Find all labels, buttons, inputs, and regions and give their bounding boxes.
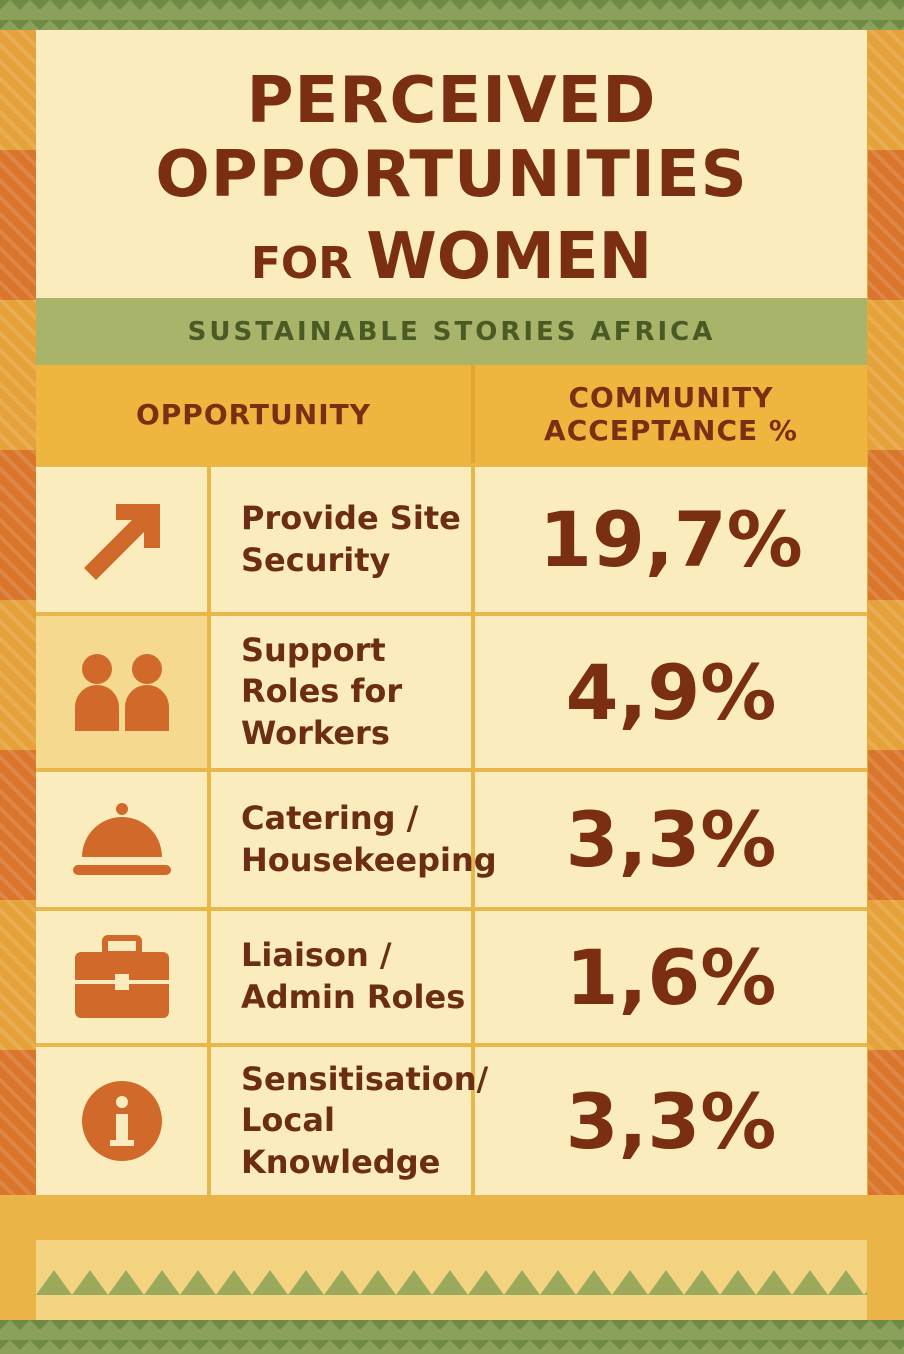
table-row: Catering / Housekeeping 3,3% (36, 768, 867, 907)
table-row: Provide Site Security 19,7% (36, 463, 867, 612)
left-border (0, 0, 36, 1354)
bottom-zigzag (0, 1320, 904, 1354)
top-border (0, 0, 904, 30)
subtitle: SUSTAINABLE STORIES AFRICA (36, 298, 867, 365)
row-icon (36, 772, 211, 907)
opportunity: Catering / Housekeeping (211, 772, 497, 907)
acceptance-value: 19,7% (539, 495, 803, 584)
title-suffix: FOR (250, 238, 353, 289)
triangle-band (36, 1240, 867, 1320)
acceptance-value: 4,9% (565, 647, 777, 737)
opportunity: Liaison / Admin Roles (211, 911, 475, 1043)
right-border (868, 0, 904, 1354)
opportunity: Support Roles for Workers (211, 616, 475, 768)
row-icon (36, 467, 211, 612)
table-header: OPPORTUNITY COMMUNITY ACCEPTANCE % (36, 365, 867, 463)
row-icon (36, 1047, 211, 1195)
header-cell: COMMUNITY ACCEPTANCE % (544, 381, 798, 447)
acceptance-value: 1,6% (565, 932, 777, 1022)
acceptance-value: 3,3% (565, 795, 777, 884)
title-area: PERCEIVED OPPORTUNITIES FOR WOMEN (36, 30, 867, 298)
opportunity: Sensitisation/ Local Knowledge (211, 1047, 488, 1195)
table-row: Support Roles for Workers 4,9% (36, 612, 867, 768)
opportunity: Provide Site Security (211, 467, 475, 612)
acceptance-value: 3,3% (565, 1076, 777, 1166)
row-icon (36, 616, 211, 768)
row-icon (36, 911, 211, 1043)
table-row: Liaison / Admin Roles 1,6% (36, 907, 867, 1043)
header-cell: OPPORTUNITY (36, 365, 475, 463)
title-end: FOR WOMEN (36, 220, 867, 294)
title-last: WOMEN (366, 220, 653, 294)
table-row: Sensitisation/ Local Knowledge 3,3% (36, 1043, 867, 1195)
title: PERCEIVED OPPORTUNITIES (155, 64, 748, 212)
